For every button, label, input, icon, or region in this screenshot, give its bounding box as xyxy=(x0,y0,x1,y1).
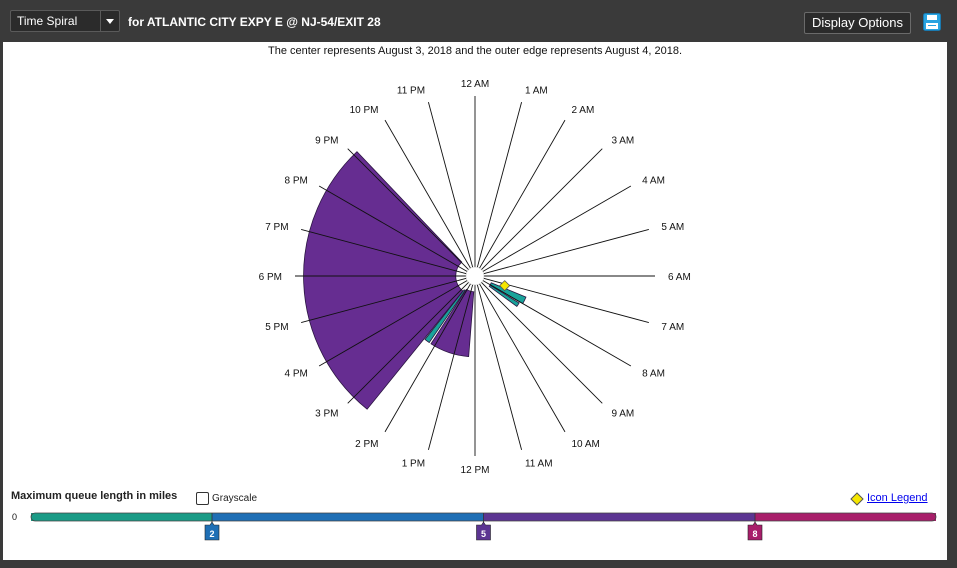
view-select[interactable]: Time Spiral xyxy=(10,10,120,32)
diamond-icon xyxy=(850,492,864,506)
icon-legend-link[interactable]: Icon Legend xyxy=(867,492,928,504)
hour-spoke xyxy=(427,284,474,450)
chart-panel: The center represents August 3, 2018 and… xyxy=(3,42,947,560)
hour-tick-label: 4 AM xyxy=(642,176,665,187)
hour-tick-label: 8 AM xyxy=(642,369,665,380)
hour-spoke xyxy=(347,282,469,404)
hour-tick-label: 1 AM xyxy=(525,86,548,97)
hour-spoke xyxy=(347,148,469,270)
hour-tick-label: 4 PM xyxy=(285,369,308,380)
hour-spoke xyxy=(301,277,467,324)
hour-spoke xyxy=(384,119,471,269)
hour-tick-label: 5 PM xyxy=(265,322,288,333)
hour-spoke xyxy=(318,280,468,367)
time-spiral-chart: 12 AM 1 AM 2 AM 3 AM 4 AM 5 AM 6 AM 7 AM 8 AM 9 A… xyxy=(12,79,937,541)
toolbar: Time Spiral for ATLANTIC CITY EXPY E @ N… xyxy=(0,0,957,42)
event-diamond-icon[interactable] xyxy=(499,280,511,292)
hour-tick-label: 5 AM xyxy=(661,222,684,233)
scale-band-3 xyxy=(755,513,936,521)
scale-zero-label: 0 xyxy=(12,512,17,522)
hour-spoke xyxy=(482,185,632,272)
hour-tick-label: 3 AM xyxy=(611,136,634,147)
hour-spoke xyxy=(483,277,649,324)
hour-tick-label: 6 PM xyxy=(259,272,282,283)
hour-tick-label: 6 AM xyxy=(668,272,691,283)
hour-tick-label: 3 PM xyxy=(315,408,338,419)
hour-spoke xyxy=(481,282,603,404)
grayscale-checkbox[interactable] xyxy=(196,492,209,505)
hour-tick-label: 12 AM xyxy=(461,79,489,90)
chart-caption: The center represents August 3, 2018 and… xyxy=(267,45,682,57)
view-select-value: Time Spiral xyxy=(17,14,78,28)
scale-band-2 xyxy=(483,513,755,521)
scale-marker-label: 5 xyxy=(481,529,486,539)
hour-spoke xyxy=(318,185,468,272)
hour-tick-label: 10 PM xyxy=(350,105,379,116)
scale-band-1 xyxy=(212,513,484,521)
hour-tick-label: 7 AM xyxy=(661,322,684,333)
scale-marker-label: 2 xyxy=(209,529,214,539)
hour-tick-label: 9 AM xyxy=(611,408,634,419)
hour-spoke xyxy=(483,228,649,275)
hour-tick-label: 11 AM xyxy=(525,458,553,469)
hour-tick-label: 8 PM xyxy=(285,176,308,187)
save-icon[interactable] xyxy=(923,13,941,31)
hour-spoke xyxy=(301,228,467,275)
hour-spoke xyxy=(479,119,566,269)
display-options-button[interactable]: Display Options xyxy=(804,12,911,34)
location-title: for ATLANTIC CITY EXPY E @ NJ-54/EXIT 28 xyxy=(128,15,381,29)
scale-marker-2 xyxy=(204,521,220,541)
hour-tick-label: 9 PM xyxy=(315,136,338,147)
hour-spoke xyxy=(427,102,474,268)
hour-tick-label: 2 AM xyxy=(572,105,595,116)
hour-spoke xyxy=(482,280,632,367)
legend-title: Maximum queue length in miles xyxy=(11,490,178,502)
scale-marker-label: 8 xyxy=(752,529,757,539)
hour-tick-label: 12 PM xyxy=(461,465,490,476)
scale-band-0 xyxy=(31,513,212,521)
scale-marker-5 xyxy=(476,521,491,541)
chevron-down-icon[interactable] xyxy=(100,11,119,31)
hour-tick-label: 7 PM xyxy=(265,222,288,233)
hour-tick-label: 2 PM xyxy=(355,439,378,450)
hour-tick-label: 10 AM xyxy=(572,439,600,450)
hour-tick-label: 1 PM xyxy=(402,458,425,469)
hour-spoke xyxy=(476,102,523,268)
queue-wedge-4[interactable] xyxy=(488,284,520,307)
queue-wedge-2[interactable] xyxy=(303,151,464,410)
hour-spoke xyxy=(479,283,566,433)
hour-spoke xyxy=(476,284,523,450)
hour-tick-label: 11 PM xyxy=(397,86,425,97)
queue-wedge-1[interactable] xyxy=(424,289,466,344)
hour-spoke xyxy=(384,283,471,433)
center-hole xyxy=(465,266,485,286)
scale-marker-8 xyxy=(747,521,763,541)
grayscale-label: Grayscale xyxy=(212,493,258,504)
hour-spoke xyxy=(481,148,603,270)
